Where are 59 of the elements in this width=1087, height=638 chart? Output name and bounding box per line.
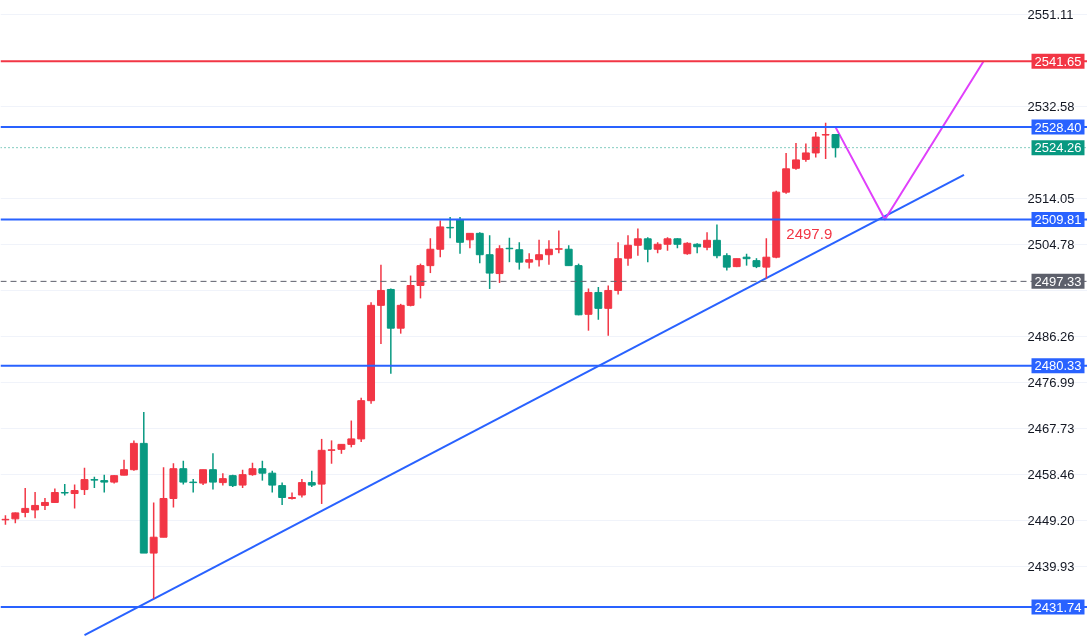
candlestick [475, 231, 484, 264]
candlestick [307, 469, 316, 488]
candlestick [594, 286, 603, 321]
candlestick [584, 287, 593, 332]
ref-line-label: 2528.40 [1034, 119, 1082, 135]
candlestick [179, 460, 188, 486]
candlestick [436, 219, 445, 258]
candlestick [821, 121, 830, 160]
candlestick [327, 439, 336, 465]
ref-line-label: 2497.33 [1034, 273, 1082, 289]
candlestick [554, 229, 563, 254]
candlestick [70, 483, 79, 510]
ref-line-label: 2480.33 [1034, 358, 1082, 374]
ref-line-label: 2431.74 [1034, 599, 1082, 615]
candlestick [633, 227, 642, 257]
candlestick [535, 239, 544, 268]
candlestick [278, 481, 287, 506]
candlestick [268, 469, 277, 494]
y-tick-label: 2467.73 [1027, 420, 1075, 436]
annotation: 2497.9 [786, 224, 833, 242]
y-tick-label: 2514.05 [1027, 190, 1075, 206]
candlestick [149, 501, 158, 600]
y-tick-label: 2486.26 [1027, 328, 1075, 344]
ref-line-label: 2509.81 [1034, 211, 1082, 227]
ref-line-label: 2524.26 [1034, 140, 1082, 156]
candlestick [456, 216, 464, 255]
ref-line-label: 2541.65 [1034, 53, 1082, 69]
candlestick [712, 223, 721, 259]
y-tick-label: 2439.93 [1027, 558, 1075, 574]
candlestick [782, 152, 791, 195]
y-tick-label: 2551.11 [1027, 6, 1074, 22]
candlestick [624, 234, 632, 267]
candlestick [446, 216, 455, 240]
candlestick [297, 478, 306, 499]
y-tick-label: 2458.46 [1027, 466, 1075, 482]
candlestick [525, 252, 534, 270]
candlestick [189, 478, 198, 494]
candlestick [792, 142, 800, 171]
y-tick-label: 2476.99 [1027, 374, 1075, 390]
candlestick [376, 263, 385, 345]
candlestick [604, 284, 613, 337]
candlestick [258, 460, 267, 482]
candlestick [515, 241, 524, 271]
candlestick [801, 142, 810, 163]
y-tick-label: 2504.78 [1027, 236, 1075, 252]
candlestick [485, 234, 494, 290]
candlestick [762, 237, 771, 280]
candlestick [80, 466, 89, 496]
candlestick [21, 487, 30, 519]
candlestick [31, 491, 40, 520]
candlestick [811, 131, 820, 159]
candlestick [643, 236, 652, 263]
candlestick [426, 237, 435, 274]
candlestick [396, 303, 405, 335]
candlestick [544, 239, 553, 266]
y-tick-label: 2449.20 [1027, 512, 1075, 528]
y-tick-label: 2532.58 [1027, 98, 1075, 114]
candlestick [209, 452, 217, 491]
candlestick [564, 244, 573, 267]
